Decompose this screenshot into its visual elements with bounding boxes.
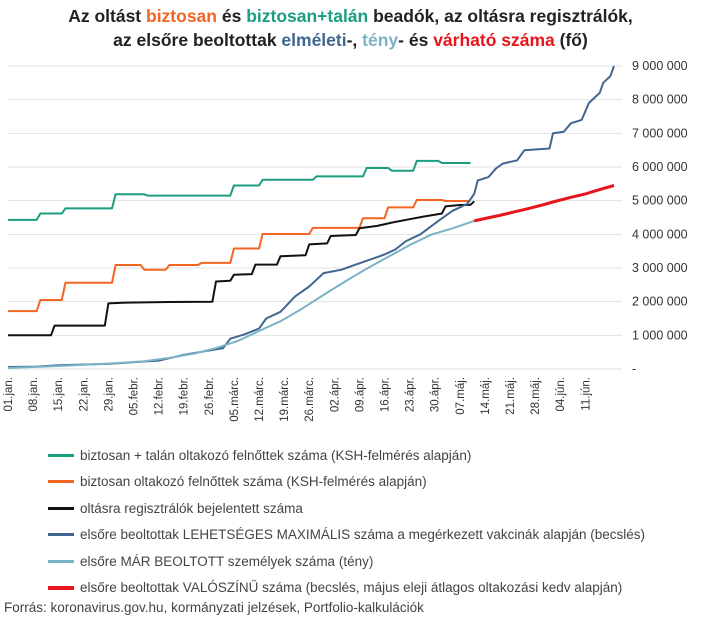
title-segment: biztosan+talán <box>246 6 369 26</box>
line-chart: - 1 000 000 2 000 000 3 000 000 4 000 000 5 0… <box>3 59 688 422</box>
legend-item: biztosan + talán oltakozó felnőttek szám… <box>48 442 698 469</box>
x-tick-label: 22.jan. <box>78 377 90 412</box>
series-line-3 <box>8 200 475 337</box>
y-tick-label: 2 000 000 <box>632 295 688 309</box>
source-note: Forrás: koronavirus.gov.hu, kormányzati … <box>4 600 424 615</box>
series-lines <box>7 65 615 369</box>
legend-swatch <box>48 453 74 457</box>
title-segment: az elsőre beoltottak <box>113 30 282 50</box>
legend-swatch <box>48 585 74 590</box>
y-tick-label: 9 000 000 <box>632 59 688 73</box>
title-segment: - és <box>398 30 434 50</box>
title-segment: Az oltást <box>68 6 146 26</box>
grid-lines <box>8 65 622 370</box>
legend-item: biztosan oltakozó felnőttek száma (KSH-f… <box>48 469 698 496</box>
title-segment: elméleti <box>281 30 347 50</box>
x-tick-label: 26.márc. <box>304 377 316 422</box>
legend-label: elsőre beoltottak LEHETSÉGES MAXIMÁLIS s… <box>80 527 645 543</box>
x-tick-label: 01.jan. <box>3 377 15 412</box>
title-segment: beadók, az oltásra regisztrálók, <box>368 6 633 26</box>
x-tick-label: 05.márc. <box>229 377 241 422</box>
x-tick-label: 04.jún. <box>555 377 567 412</box>
legend-swatch <box>48 533 74 537</box>
y-tick-label: 7 000 000 <box>632 126 688 140</box>
y-tick-label: 5 000 000 <box>632 194 688 208</box>
legend-label: elsőre beoltottak VALÓSZÍNŰ száma (becsl… <box>80 580 623 596</box>
y-tick-label: 6 000 000 <box>632 160 688 174</box>
title-segment: biztosan <box>146 6 217 26</box>
y-axis-tick-labels: - 1 000 000 2 000 000 3 000 000 4 000 000 5 0… <box>632 59 688 376</box>
x-tick-label: 14.máj. <box>480 377 492 415</box>
legend-label: oltásra regisztrálók bejelentett száma <box>80 500 303 516</box>
legend-item: oltásra regisztrálók bejelentett száma <box>48 495 698 522</box>
series-line-4 <box>7 65 615 368</box>
title-segment: -, <box>346 30 363 50</box>
x-tick-label: 21.máj. <box>505 377 517 415</box>
x-tick-label: 19.febr. <box>179 377 191 415</box>
y-tick-label: 3 000 000 <box>632 261 688 275</box>
legend-item: elsőre MÁR BEOLTOTT személyek száma (tén… <box>48 548 698 575</box>
x-tick-label: 12.márc. <box>254 377 266 422</box>
x-axis-tick-labels: 01.jan. 08.jan. 15.jan. 22.jan. 29.jan. 05.fe… <box>3 377 592 422</box>
series-line-1 <box>8 159 471 221</box>
x-tick-label: 30.ápr. <box>430 377 442 412</box>
chart-title: Az oltást biztosan és biztosan+talán bea… <box>0 4 701 52</box>
x-tick-label: 11.jún. <box>580 377 592 411</box>
x-tick-label: 07.máj. <box>455 377 467 415</box>
x-tick-label: 12.febr. <box>154 377 166 415</box>
title-segment: várható száma <box>433 30 555 50</box>
series-line-5 <box>7 219 475 369</box>
legend-label: biztosan oltakozó felnőttek száma (KSH-f… <box>80 474 427 490</box>
x-tick-label: 15.jan. <box>53 377 65 412</box>
chart-title-line-1: Az oltást biztosan és biztosan+talán bea… <box>0 4 701 28</box>
x-tick-label: 09.ápr. <box>354 377 366 412</box>
y-tick-label: 8 000 000 <box>632 93 688 107</box>
legend: biztosan + talán oltakozó felnőttek szám… <box>48 442 698 601</box>
x-tick-label: 28.máj. <box>530 377 542 415</box>
title-segment: tény <box>362 30 399 50</box>
series-line-2 <box>8 199 471 313</box>
legend-label: biztosan + talán oltakozó felnőttek szám… <box>80 447 472 463</box>
x-tick-label: 29.jan. <box>103 377 115 412</box>
x-tick-label: 02.ápr. <box>329 377 341 412</box>
chart-title-line-2: az elsőre beoltottak elméleti-, tény- és… <box>0 28 701 52</box>
legend-item: elsőre beoltottak LEHETSÉGES MAXIMÁLIS s… <box>48 522 698 549</box>
title-segment: és <box>216 6 247 26</box>
series-line-6 <box>473 184 615 223</box>
legend-swatch <box>48 559 74 563</box>
x-tick-label: 08.jan. <box>28 377 40 412</box>
y-tick-label: 4 000 000 <box>632 227 688 241</box>
x-tick-label: 26.febr. <box>204 377 216 415</box>
legend-label: elsőre MÁR BEOLTOTT személyek száma (tén… <box>80 553 374 569</box>
legend-item: elsőre beoltottak VALÓSZÍNŰ száma (becsl… <box>48 575 698 602</box>
legend-swatch <box>48 480 74 484</box>
y-tick-label: - <box>632 362 636 376</box>
x-tick-label: 05.febr. <box>129 377 141 415</box>
x-tick-label: 16.ápr. <box>380 377 392 412</box>
x-tick-label: 19.márc. <box>279 377 291 422</box>
y-tick-label: 1 000 000 <box>632 328 688 342</box>
title-segment: (fő) <box>554 30 588 50</box>
legend-swatch <box>48 506 74 510</box>
x-tick-label: 23.ápr. <box>405 377 417 412</box>
